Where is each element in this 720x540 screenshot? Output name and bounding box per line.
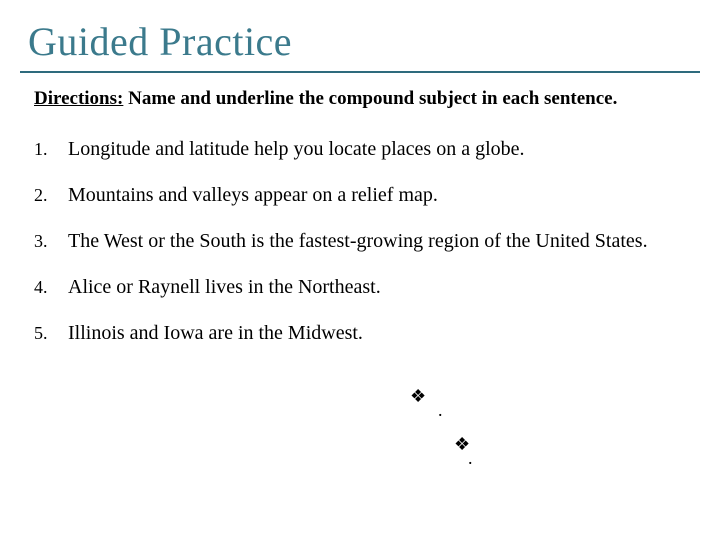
item-number: 5. [34,315,68,351]
item-number: 4. [34,269,68,305]
list-item: 2. Mountains and valleys appear on a rel… [34,175,686,215]
item-text: Illinois and Iowa are in the Midwest. [68,313,686,353]
item-text: Alice or Raynell lives in the Northeast. [68,267,686,307]
item-text: Longitude and latitude help you locate p… [68,129,686,169]
item-number: 1. [34,131,68,167]
list-item: 4. Alice or Raynell lives in the Northea… [34,267,686,307]
item-text: The West or the South is the fastest-gro… [68,221,686,261]
slide-title: Guided Practice [0,0,720,69]
title-underline [20,71,700,73]
list-item: 3. The West or the South is the fastest-… [34,221,686,261]
directions-text: Directions: Name and underline the compo… [0,83,720,121]
list-item: 1. Longitude and latitude help you locat… [34,129,686,169]
stray-cursor-marks: ❖ . ❖ . [410,386,490,446]
item-text: Mountains and valleys appear on a relief… [68,175,686,215]
sentence-list: 1. Longitude and latitude help you locat… [0,121,720,353]
list-item: 5. Illinois and Iowa are in the Midwest. [34,313,686,353]
item-number: 2. [34,177,68,213]
item-number: 3. [34,223,68,259]
directions-body: Name and underline the compound subject … [123,88,617,109]
directions-label: Directions: [34,88,123,109]
